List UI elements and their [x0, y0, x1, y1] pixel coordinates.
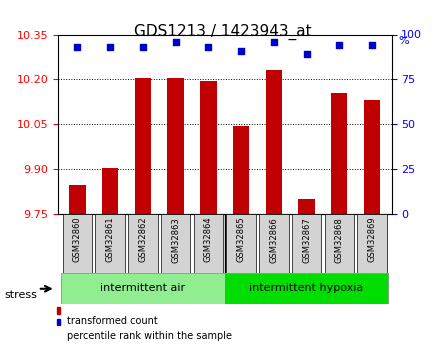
FancyBboxPatch shape	[61, 273, 225, 304]
Point	[139, 44, 146, 50]
Text: GDS1213 / 1423943_at: GDS1213 / 1423943_at	[134, 24, 312, 40]
FancyBboxPatch shape	[227, 214, 256, 273]
FancyBboxPatch shape	[225, 273, 388, 304]
Text: GSM32863: GSM32863	[171, 217, 180, 263]
Text: GSM32860: GSM32860	[73, 217, 82, 263]
Text: percentile rank within the sample: percentile rank within the sample	[67, 332, 232, 341]
Point	[107, 44, 114, 50]
Text: GSM32864: GSM32864	[204, 217, 213, 263]
Point	[172, 39, 179, 45]
Bar	[364, 100, 380, 214]
FancyBboxPatch shape	[161, 214, 190, 273]
FancyBboxPatch shape	[324, 214, 354, 273]
Bar	[233, 126, 249, 214]
FancyBboxPatch shape	[96, 214, 125, 273]
Text: stress: stress	[4, 290, 37, 300]
Text: transformed count: transformed count	[67, 316, 158, 326]
Text: GSM32861: GSM32861	[106, 217, 115, 263]
Point	[303, 51, 310, 57]
Bar	[266, 70, 282, 214]
Bar	[200, 81, 217, 214]
Text: %: %	[398, 36, 409, 46]
FancyBboxPatch shape	[128, 214, 158, 273]
Bar	[135, 78, 151, 214]
Point	[336, 42, 343, 48]
Bar	[167, 78, 184, 214]
Text: GSM32869: GSM32869	[368, 217, 376, 263]
FancyBboxPatch shape	[292, 214, 321, 273]
Bar	[298, 199, 315, 214]
Text: GSM32867: GSM32867	[302, 217, 311, 263]
FancyBboxPatch shape	[63, 214, 92, 273]
Bar	[57, 319, 60, 325]
Bar	[57, 307, 60, 314]
Point	[368, 42, 376, 48]
FancyBboxPatch shape	[357, 214, 387, 273]
Text: GSM32868: GSM32868	[335, 217, 344, 263]
Point	[74, 44, 81, 50]
Text: GSM32862: GSM32862	[138, 217, 147, 263]
Text: GSM32865: GSM32865	[237, 217, 246, 263]
Point	[238, 48, 245, 53]
FancyBboxPatch shape	[259, 214, 288, 273]
Text: intermittent air: intermittent air	[101, 283, 186, 293]
Text: intermittent hypoxia: intermittent hypoxia	[249, 283, 364, 293]
Bar	[331, 93, 348, 214]
Point	[205, 44, 212, 50]
Bar	[69, 186, 85, 214]
Point	[270, 39, 277, 45]
Bar	[102, 168, 118, 214]
Text: GSM32866: GSM32866	[269, 217, 278, 263]
FancyBboxPatch shape	[194, 214, 223, 273]
